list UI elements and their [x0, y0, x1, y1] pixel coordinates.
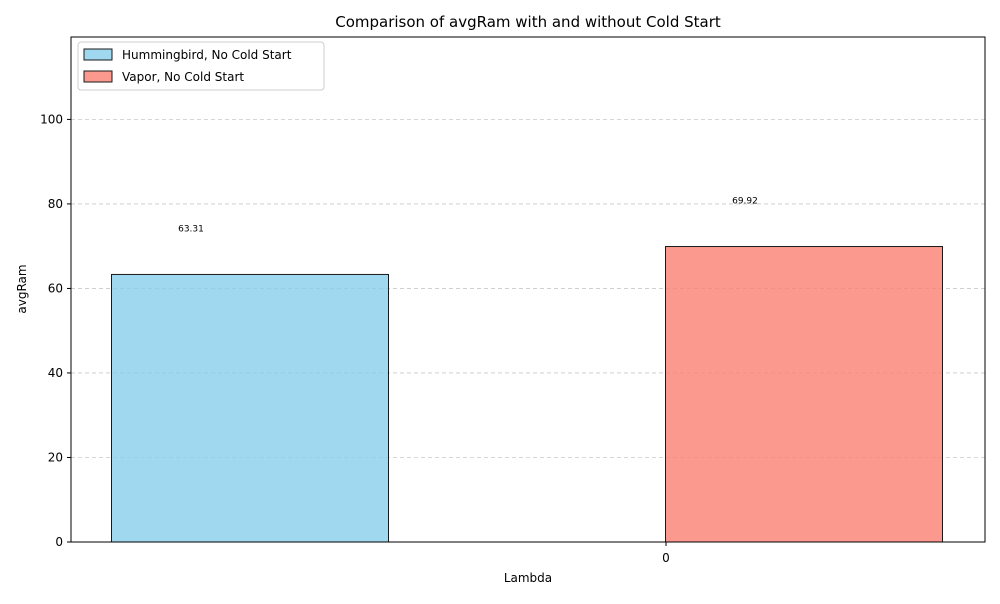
x-axis-ticks: 0	[662, 542, 670, 565]
bars	[111, 246, 943, 543]
y-tick-label: 80	[48, 197, 63, 211]
y-tick-label: 100	[40, 112, 63, 126]
x-tick-label: 0	[662, 551, 670, 565]
legend-box	[77, 41, 325, 91]
legend: Hummingbird, No Cold Start Vapor, No Cold…	[77, 41, 325, 91]
y-tick-label: 40	[48, 366, 63, 380]
legend-swatch	[83, 70, 113, 83]
y-axis-label: avgRam	[15, 264, 29, 313]
y-tick-label: 20	[48, 450, 63, 464]
bar-1	[665, 246, 943, 543]
legend-label: Vapor, No Cold Start	[122, 70, 244, 84]
grid-lines	[71, 119, 985, 458]
y-tick-label: 60	[48, 281, 63, 295]
legend-swatch	[83, 48, 113, 61]
data-label: 69.92	[732, 197, 758, 207]
legend-label: Hummingbird, No Cold Start	[122, 48, 292, 62]
data-label: 63.31	[178, 224, 204, 234]
plot-frame	[70, 36, 986, 543]
y-tick-label: 0	[55, 535, 63, 549]
x-axis-label: Lambda	[504, 571, 552, 585]
bar-0	[111, 273, 389, 543]
chart-title: Comparison of avgRam with and without Co…	[335, 13, 721, 31]
data-labels: 63.31 69.92	[178, 197, 758, 235]
y-axis-ticks: 0 20 40 60 80 100	[40, 112, 71, 549]
